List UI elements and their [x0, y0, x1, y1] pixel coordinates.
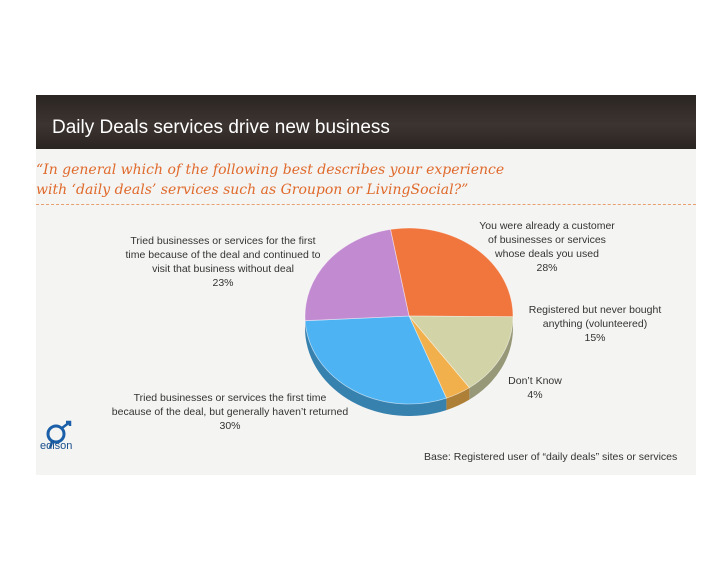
slice-label-line: time because of the deal and continued t… [125, 249, 321, 261]
slice-label-dont-know: Don’t Know 4% [485, 374, 585, 402]
pie-slice [408, 315, 514, 389]
slice-label-line: visit that business without deal [152, 263, 294, 275]
edison-logo [40, 420, 90, 460]
slice-percent: 28% [536, 262, 558, 274]
page-title: Daily Deals services drive new business [52, 117, 390, 138]
pie-slice-side [446, 387, 470, 411]
slice-percent: 23% [212, 277, 234, 289]
slice-percent: 4% [527, 389, 543, 401]
slice-label-line: anything (volunteered) [542, 318, 648, 330]
slice-label-never-bought: Registered but never bought anything (vol… [510, 303, 680, 345]
slice-percent: 30% [219, 420, 241, 432]
slice-label-line: Don’t Know [508, 375, 562, 387]
slice-percent: 15% [584, 332, 606, 344]
slice-label-tried-not-returned: Tried businesses or services the first t… [95, 391, 365, 433]
pie-slice [304, 315, 447, 405]
logo-text: edison [40, 440, 73, 452]
pie-slice [304, 228, 410, 322]
pie-slice-side [305, 320, 447, 416]
slice-label-line: Tried businesses or services for the fir… [130, 235, 316, 247]
base-note: Base: Registered user of “daily deals” s… [424, 451, 678, 463]
slice-label-already-customer: You were already a customer of businesses… [462, 219, 632, 275]
title-bar: Daily Deals services drive new business [36, 95, 696, 149]
slice-label-line: Tried businesses or services the first t… [133, 392, 327, 404]
slice-label-line: Registered but never bought [528, 304, 662, 316]
dashed-divider [36, 204, 696, 205]
question-line-1: “In general which of the following best … [36, 162, 505, 178]
edison-logo-icon [46, 420, 72, 449]
pie-slice-side [469, 316, 513, 400]
slice-label-tried-continued: Tried businesses or services for the fir… [108, 234, 338, 290]
question-line-2: with ‘daily deals’ services such as Grou… [36, 182, 469, 198]
question-text: “In general which of the following best … [36, 160, 636, 200]
slice-label-line: whose deals you used [495, 248, 599, 260]
slice-label-line: because of the deal, but generally haven… [111, 406, 349, 418]
slice-label-line: of businesses or services [488, 234, 606, 246]
slice-label-line: You were already a customer [479, 220, 615, 232]
pie-slice [389, 227, 514, 318]
